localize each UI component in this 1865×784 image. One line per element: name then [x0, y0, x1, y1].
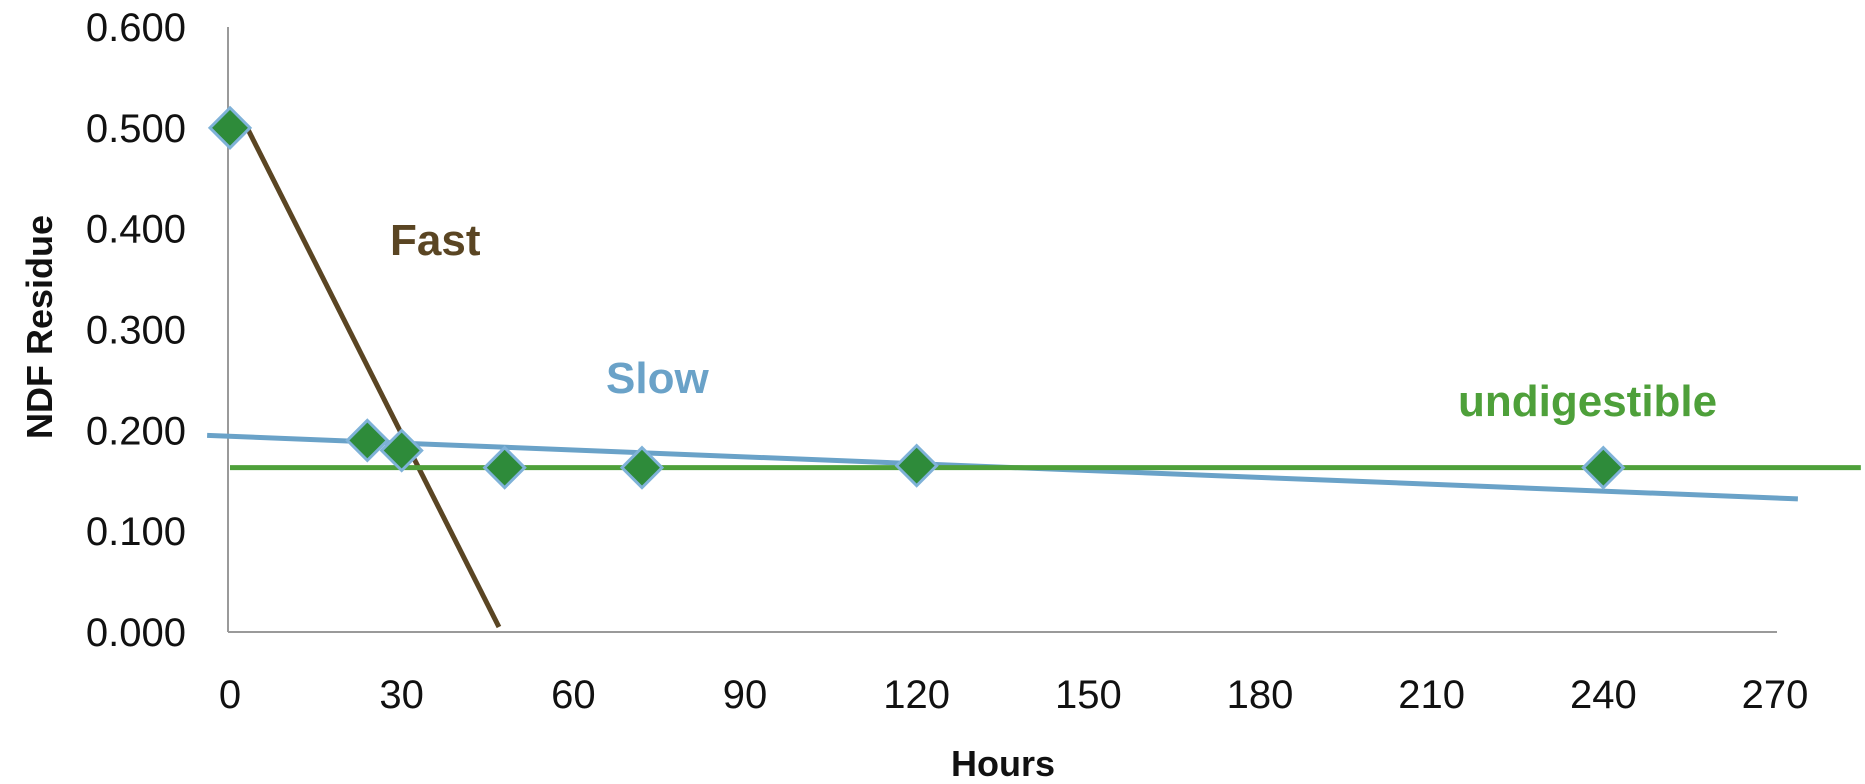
y-tick-label: 0.200 [86, 409, 186, 453]
x-tick-label: 240 [1570, 673, 1637, 717]
data-markers [207, 105, 1626, 490]
x-tick-label: 150 [1055, 673, 1122, 717]
y-tick-label: 0.600 [86, 6, 186, 50]
data-point-marker [482, 445, 527, 490]
y-axis-title: NDF Residue [19, 215, 60, 439]
data-point-marker [207, 105, 253, 150]
y-tick-label: 0.300 [86, 309, 186, 353]
y-tick-label: 0.400 [86, 208, 186, 252]
trend-line-fast [244, 126, 502, 629]
x-tick-label: 90 [723, 673, 768, 717]
data-point-marker [894, 443, 939, 488]
line-label-slow: Slow [606, 354, 709, 403]
x-tick-label: 30 [379, 673, 424, 717]
line-label-fast: Fast [390, 216, 481, 265]
data-point-marker [1581, 445, 1626, 490]
x-tick-label: 210 [1398, 673, 1465, 717]
line-label-undigestible: undigestible [1458, 377, 1717, 426]
data-point-marker [345, 418, 390, 463]
x-tick-label: 270 [1742, 673, 1809, 717]
axes [227, 27, 1777, 633]
data-point-marker [619, 445, 665, 490]
x-tick-label: 180 [1227, 673, 1294, 717]
x-axis-title: Hours [951, 743, 1055, 784]
x-tick-label: 60 [551, 673, 596, 717]
x-tick-label: 120 [883, 673, 950, 717]
data-point-marker [379, 428, 424, 473]
tick-labels: 0 30 60 90 120 150 180 210 240 270 0.000 0.100 0.200… [86, 6, 1808, 717]
x-tick-label: 0 [219, 673, 241, 717]
y-tick-label: 0.000 [86, 611, 186, 655]
line-labels: Fast Slow undigestible [390, 216, 1717, 426]
y-tick-label: 0.500 [86, 107, 186, 151]
y-tick-label: 0.100 [86, 510, 186, 554]
